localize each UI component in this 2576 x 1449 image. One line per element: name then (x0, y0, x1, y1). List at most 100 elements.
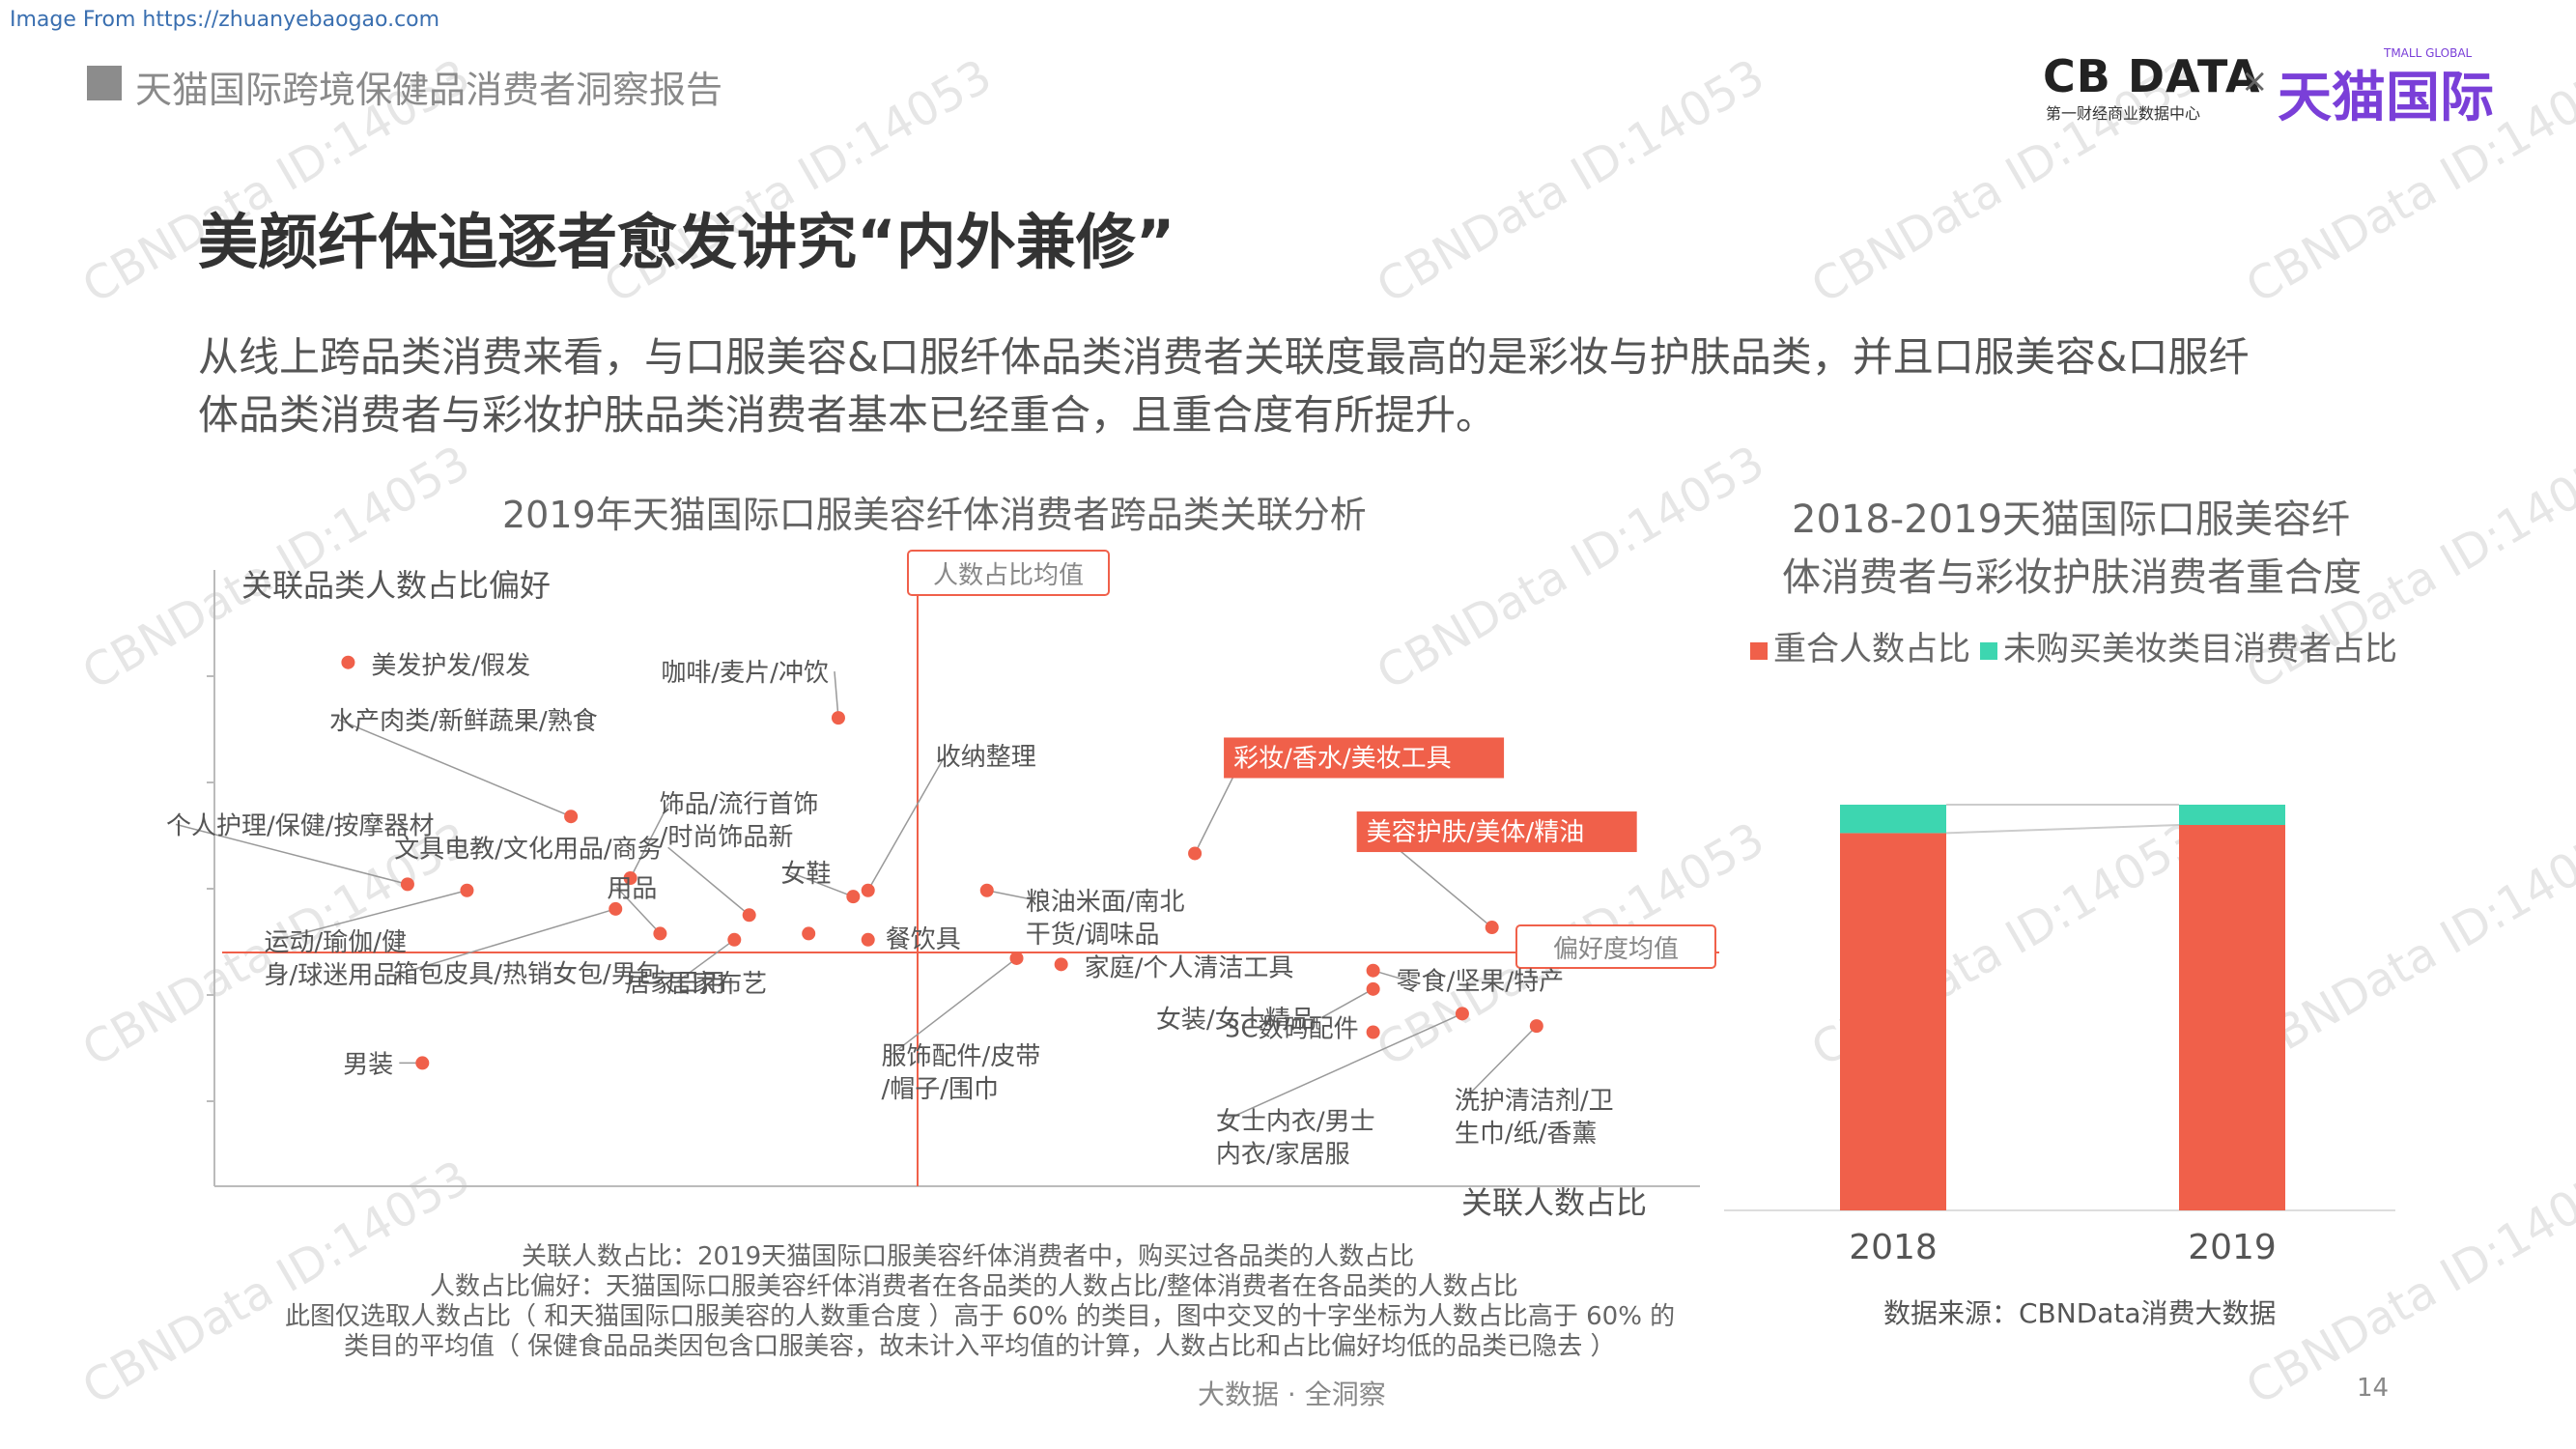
description-line-1: 从线上跨品类消费来看，与口服美容&口服纤体品类消费者关联度最高的是彩妆与护肤品类… (198, 333, 2250, 381)
page-number: 14 (2357, 1374, 2390, 1403)
data-source: 数据来源：CBNData消费大数据 (1883, 1297, 2277, 1329)
point-label: 美容护肤/美体/精油 (1367, 818, 1585, 847)
legend-swatch (1980, 641, 1997, 660)
bar-chart-title-line-1: 2018-2019天猫国际口服美容纤 (1792, 497, 2351, 542)
point-label: 文具电教/文化用品/商务 (394, 835, 663, 864)
point-label: 收纳整理 (936, 743, 1036, 772)
point-label-box (1224, 737, 1505, 779)
legend-label: 重合人数占比 (1773, 630, 1970, 668)
point-label: 干货/调味品 (1026, 921, 1160, 950)
vline-label-box (907, 550, 1110, 596)
legend-label: 未购买美妆类目消费者占比 (2003, 630, 2397, 668)
leader-line (629, 802, 670, 879)
source-url-text: Image From https://zhuanyebaogao.com (10, 8, 440, 32)
scatter-point (1366, 963, 1380, 978)
hline-label: 偏好度均值 (1553, 935, 1679, 964)
hline-label-box (1515, 924, 1716, 969)
tmall-global-logo: 天猫国际 (2278, 67, 2494, 129)
scatter-point (1485, 921, 1499, 935)
bar-segment (1840, 805, 1946, 834)
point-label: 零食/坚果/特产 (1397, 968, 1565, 997)
chart-note-3: 此图仅选取人数占比（ 和天猫国际口服美容的人数重合度 ）高于 60% 的类目，图… (285, 1302, 1676, 1331)
x-tick-label: 2019 (2188, 1228, 2277, 1267)
scatter-point (623, 871, 637, 885)
point-label-box (1356, 811, 1637, 853)
scatter-axes: 人数占比均值 偏好度均值 关联品类人数占比偏好 关联人数占比 (207, 550, 1719, 1221)
point-label: 个人护理/保健/按摩器材 (166, 811, 435, 840)
cbndata-logo: CB DATA (2043, 50, 2261, 102)
leader-line (867, 754, 947, 892)
page-title: 美颜纤体追逐者愈发讲究“内外兼修” (198, 207, 1175, 277)
scatter-point (742, 908, 756, 923)
scatter-point (653, 926, 667, 941)
scatter-point (460, 883, 474, 897)
point-label: 餐饮具 (886, 925, 961, 954)
bar-segment (1840, 833, 1946, 1210)
scatter-point (979, 883, 994, 897)
leader-line (338, 719, 572, 817)
scatter-point (1366, 981, 1380, 996)
point-label: 女装/女士精品 (1156, 1006, 1316, 1035)
leader-line (1463, 1025, 1538, 1100)
leader-line (403, 908, 616, 974)
point-label: 生巾/纸/香薰 (1455, 1120, 1598, 1149)
scatter-point (846, 890, 861, 904)
point-label: /帽子/围巾 (882, 1075, 1000, 1104)
point-label: 女鞋 (780, 860, 831, 889)
scatter-point (831, 711, 845, 725)
leader-line (834, 671, 839, 719)
point-label: 彩妆/香水/美妆工具 (1233, 744, 1452, 773)
point-label: 咖啡/麦片/冲饮 (661, 659, 829, 688)
point-label: 运动/瑜伽/健 (264, 928, 407, 957)
leader-line (667, 846, 750, 916)
header-square-icon (87, 66, 122, 100)
point-label: 水产肉类/新鲜蔬果/熟食 (329, 707, 598, 736)
scatter-point (609, 901, 623, 916)
bar-group: 2018 2019 (1840, 804, 2285, 1267)
description-line-2: 体品类消费者与彩妆护肤品类消费者基本已经重合，且重合度有所提升。 (198, 391, 1497, 439)
scatter-point (1529, 1019, 1543, 1034)
point-label: 女士内衣/男士 (1216, 1107, 1375, 1136)
scatter-point (861, 932, 875, 947)
point-label: 美发护发/假发 (371, 652, 530, 681)
x-tick-label: 2018 (1849, 1228, 1938, 1267)
leader-line (790, 871, 854, 897)
scatter-point (727, 932, 742, 947)
scatter-point (564, 810, 579, 824)
point-label: 3C数码配件 (1225, 1015, 1359, 1044)
scatter-points: 美发护发/假发 咖啡/麦片/冲饮水产肉类/新鲜蔬果/熟食饰品/流行首饰/时尚饰品新… (166, 652, 1637, 1169)
logo-separator: × (2241, 62, 2269, 100)
point-label: /时尚饰品新 (660, 823, 794, 852)
leader-line (891, 957, 1017, 1056)
leader-line (1225, 1012, 1463, 1122)
scatter-point (861, 883, 875, 897)
point-label: 内衣/家居服 (1216, 1140, 1350, 1169)
scatter-chart-title: 2019年天猫国际口服美容纤体消费者跨品类关联分析 (502, 494, 1367, 536)
leader-line (273, 890, 467, 942)
connector-line (1945, 824, 2180, 835)
scatter-point (400, 877, 414, 892)
scatter-point (1366, 1025, 1380, 1039)
point-label: 洗护清洁剂/卫 (1455, 1087, 1614, 1116)
point-label: 家庭/个人清洁工具 (1085, 953, 1294, 982)
scatter-point (341, 655, 355, 669)
leader-line (675, 939, 735, 983)
chart-note-2: 人数占比偏好：天猫国际口服美容纤体消费者在各品类的人数占比/整体消费者在各品类的… (430, 1272, 1518, 1301)
leader-line (986, 890, 1035, 901)
bar-chart-title-line-2: 体消费者与彩妆护肤消费者重合度 (1782, 555, 2362, 600)
point-label: 居家布艺 (666, 970, 767, 999)
scatter-point (802, 926, 816, 941)
scatter-point (1455, 1007, 1469, 1021)
tmall-global-logo-en: TMALL GLOBAL (2384, 46, 2473, 60)
cbndata-logo-subtitle: 第一财经商业数据中心 (2046, 104, 2201, 123)
legend-item-overlap: 重合人数占比 (1750, 622, 1970, 669)
point-label: 男装 (343, 1050, 393, 1079)
y-axis-title: 关联品类人数占比偏好 (241, 567, 551, 604)
footer-slogan: 大数据 · 全洞察 (1198, 1378, 1386, 1410)
x-axis-title: 关联人数占比 (1461, 1184, 1647, 1221)
point-label: 粮油米面/南北 (1026, 888, 1185, 917)
report-title: 天猫国际跨境保健品消费者洞察报告 (135, 69, 723, 111)
point-label: 身/球迷用品 (264, 961, 398, 990)
scatter-point (1009, 951, 1024, 965)
